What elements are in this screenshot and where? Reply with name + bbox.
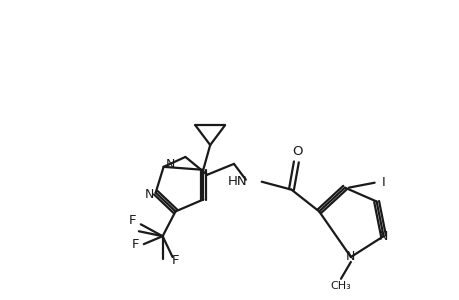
Text: N: N <box>144 188 153 201</box>
Text: CH₃: CH₃ <box>330 281 351 291</box>
Text: N: N <box>165 158 174 171</box>
Text: O: O <box>291 146 302 158</box>
Text: F: F <box>129 214 136 227</box>
Text: N: N <box>378 230 387 243</box>
Text: F: F <box>171 254 179 268</box>
Text: F: F <box>132 238 140 250</box>
Text: HN: HN <box>228 175 247 188</box>
Text: N: N <box>346 250 355 263</box>
Text: I: I <box>381 176 385 189</box>
